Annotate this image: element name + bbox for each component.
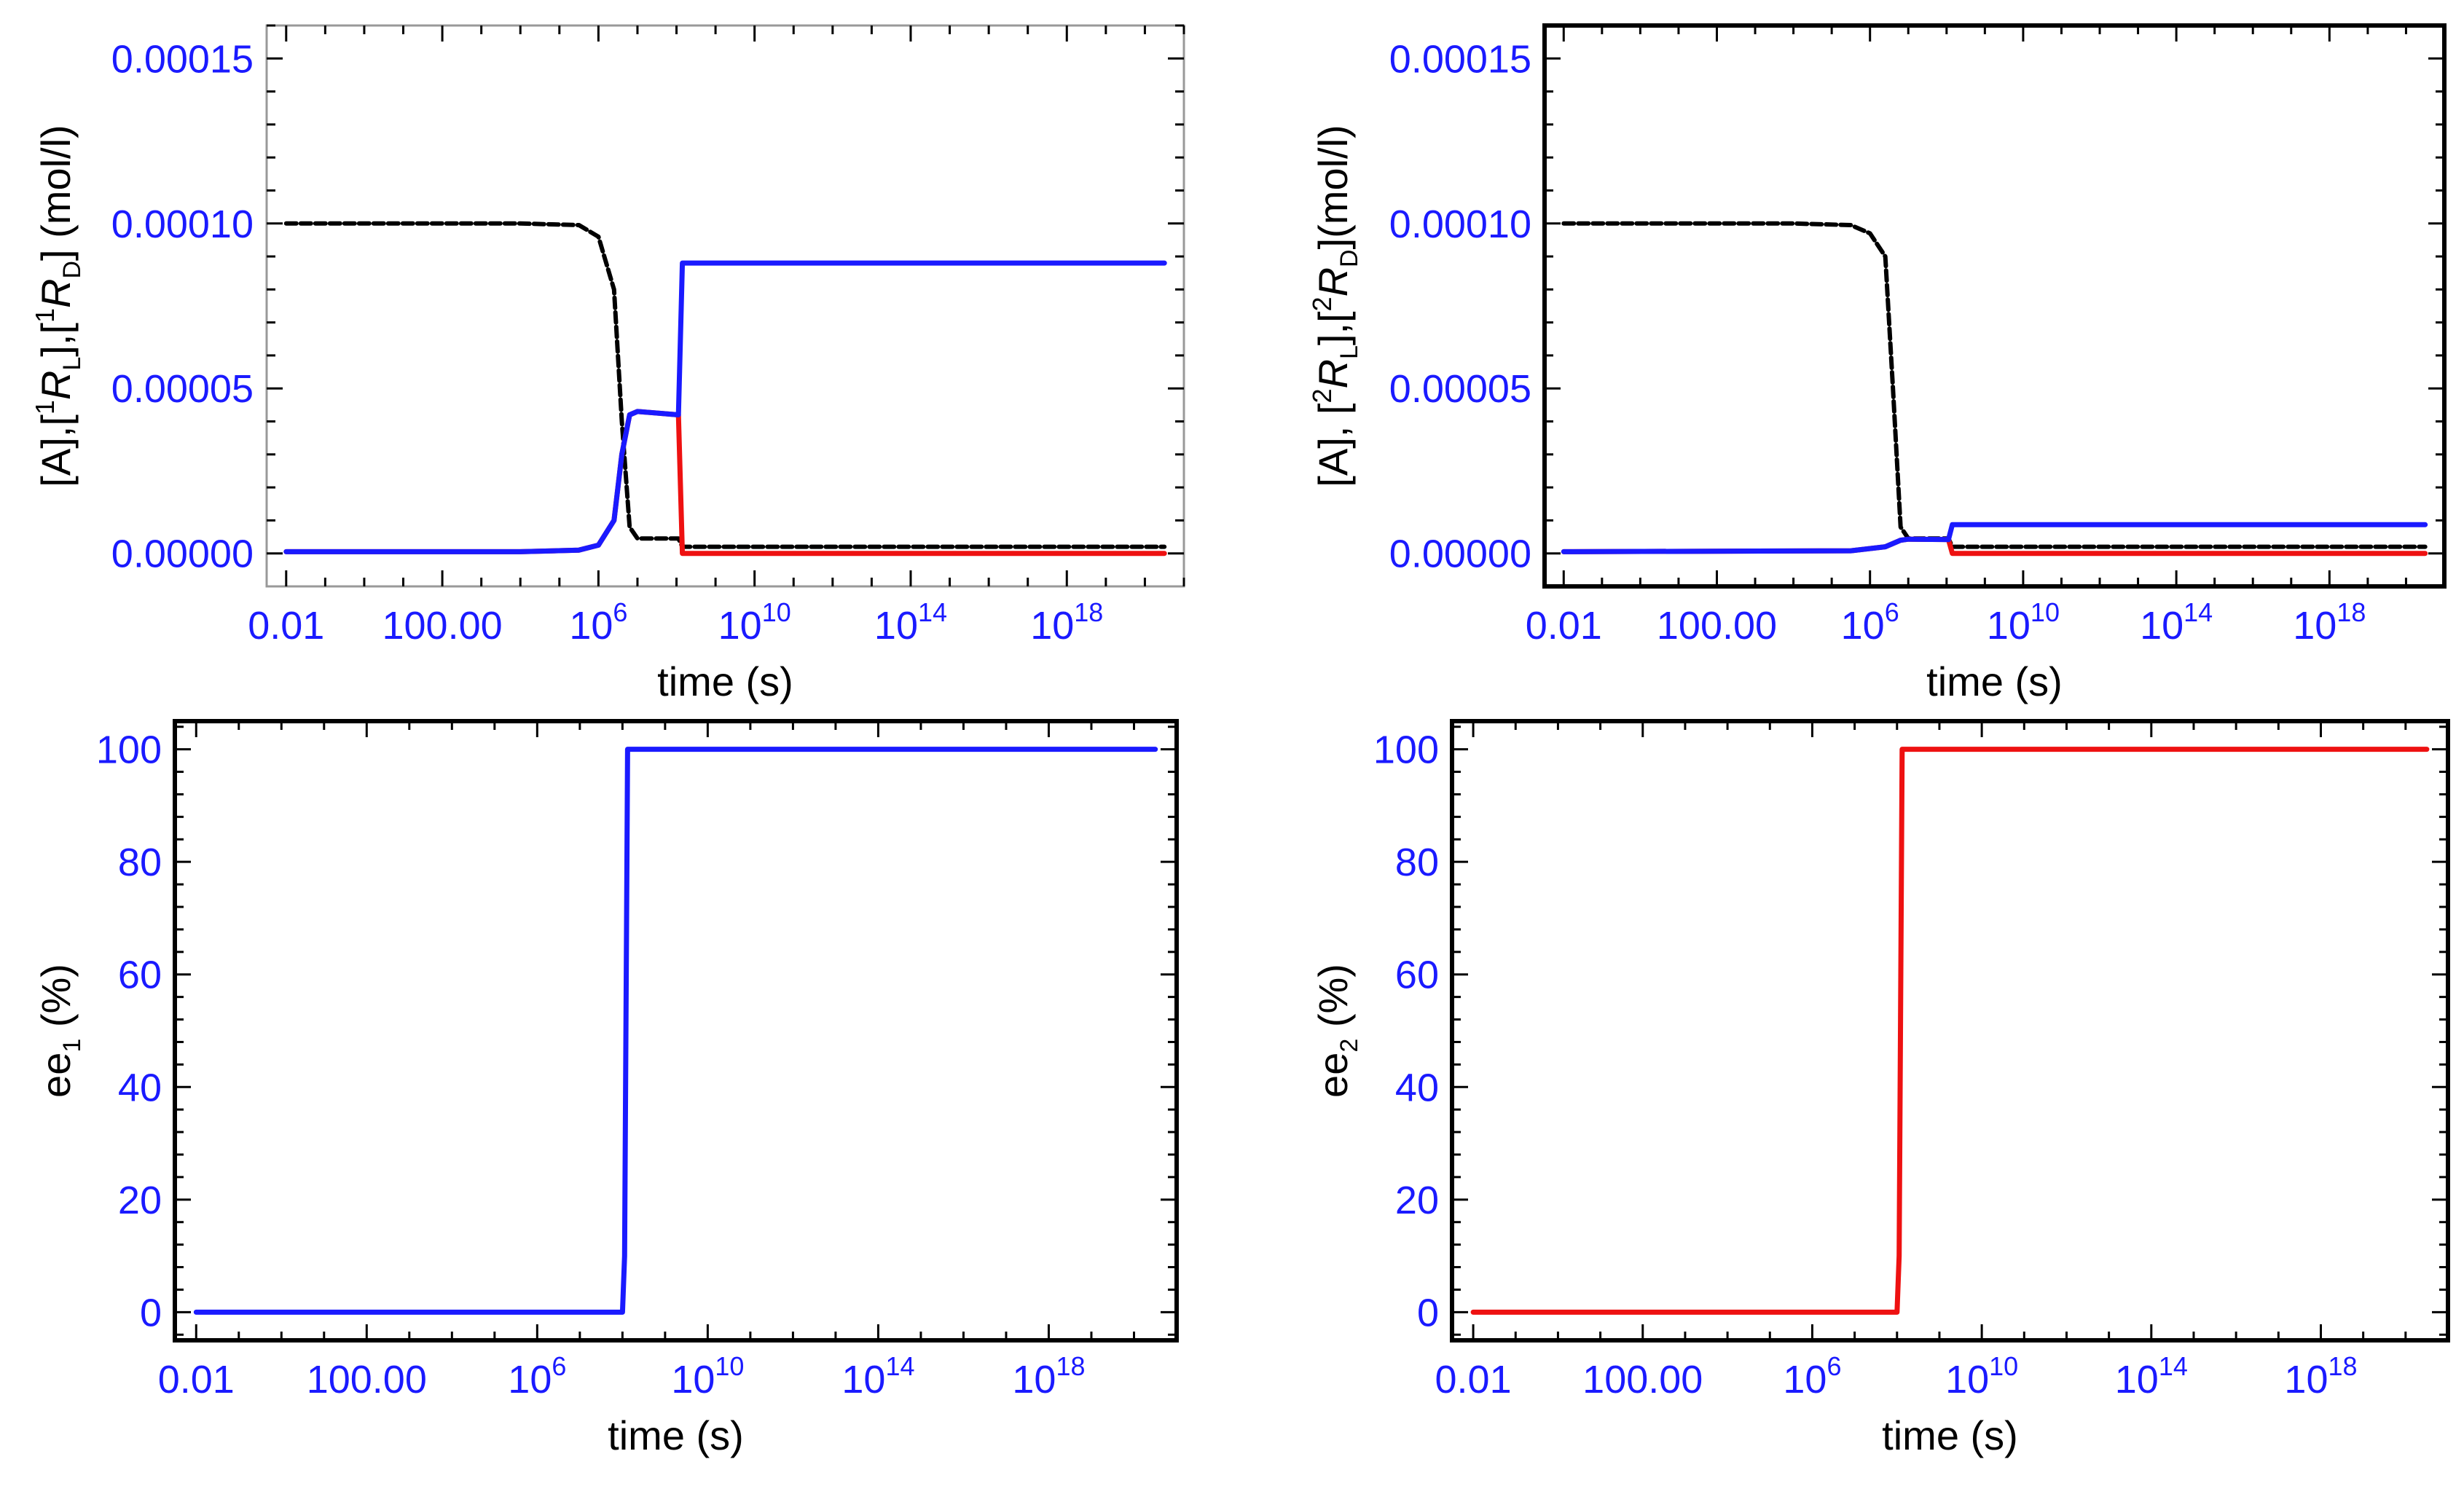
x-tick-label: 1014 (874, 597, 947, 648)
y-tick-label: 20 (118, 1179, 162, 1222)
y-axis-label: [A],[1RL],[1RD] (mol/l) (30, 125, 86, 487)
x-tick-label: 1014 (2140, 597, 2213, 648)
x-ticks (1562, 25, 2446, 586)
x-axis-label: time (s) (608, 1412, 744, 1458)
x-tick-label: 1018 (1030, 597, 1103, 648)
x-ticks (285, 25, 1185, 586)
plot-frame (1450, 719, 2450, 1342)
x-tick-label: 1010 (1987, 597, 2060, 648)
series-line-1rl (283, 409, 1167, 557)
series-line-ee1 (193, 747, 1158, 1315)
plot-frame (173, 719, 1179, 1342)
y-tick-label: 20 (1395, 1179, 1439, 1222)
series-line-a (1561, 221, 2428, 549)
y-axis-label: ee1 (%) (33, 964, 86, 1098)
x-ticks (195, 721, 1178, 1340)
y-tick-label: 0.00005 (111, 367, 254, 411)
y-axis-label: [A], [2RL],[2RD](mol/l) (1307, 125, 1363, 487)
plot-frame (1542, 23, 2447, 589)
x-tick-label: 0.01 (248, 604, 324, 648)
x-axis-label: time (s) (657, 659, 793, 704)
y-tick-label: 0 (1417, 1291, 1439, 1334)
y-tick-label: 0.00010 (111, 203, 254, 246)
y-tick-label: 40 (1395, 1066, 1439, 1109)
y-tick-label: 100 (1373, 728, 1439, 772)
series-line-a (283, 221, 1167, 549)
series-line-ee2 (1470, 747, 2430, 1315)
y-tick-label: 0.00000 (111, 532, 254, 576)
x-tick-label: 1018 (2284, 1351, 2357, 1402)
panel-bottom-left: 0.01 100.00 106 1010 1014 1018 time (s) 0 20 40 60… (33, 719, 1179, 1458)
y-axis-label: ee2 (%) (1310, 964, 1363, 1098)
x-tick-label: 106 (1783, 1351, 1841, 1402)
y-tick-label: 0.00000 (1389, 532, 1531, 576)
x-tick-label: 1010 (1945, 1351, 2018, 1402)
y-tick-label: 100 (96, 728, 162, 772)
y-ticks (175, 726, 1177, 1336)
y-tick-label: 60 (118, 954, 162, 997)
panel-bottom-right: 0.01 100.00 106 1010 1014 1018 time (s) 0 20 40 60… (1310, 719, 2450, 1458)
y-tick-label: 0 (140, 1291, 162, 1334)
x-axis-label: time (s) (1926, 659, 2063, 704)
x-tick-label: 100.00 (1657, 604, 1777, 648)
x-tick-label: 100.00 (382, 604, 502, 648)
x-tick-label: 1018 (1012, 1351, 1085, 1402)
x-tick-label: 0.01 (1526, 604, 1602, 648)
panel-top-left: 0.01 100.00 106 1010 1014 1018 time (s) 0.00000… (30, 24, 1185, 704)
y-ticks (1545, 24, 2444, 555)
y-ticks (267, 24, 1184, 555)
x-tick-label: 106 (508, 1351, 566, 1402)
y-tick-label: 0.00010 (1389, 203, 1531, 246)
x-tick-label: 100.00 (1582, 1358, 1703, 1402)
x-tick-label: 1014 (2115, 1351, 2188, 1402)
panel-top-right: 0.01 100.00 106 1010 1014 1018 time (s) 0.00000… (1307, 23, 2447, 704)
x-tick-label: 0.01 (158, 1358, 235, 1402)
x-tick-label: 106 (569, 597, 627, 648)
x-tick-label: 100.00 (307, 1358, 427, 1402)
y-tick-label: 0.00015 (1389, 37, 1531, 81)
x-tick-label: 1010 (718, 597, 791, 648)
x-tick-label: 106 (1841, 597, 1899, 648)
y-tick-label: 0.00015 (111, 37, 254, 81)
x-tick-label: 1014 (841, 1351, 914, 1402)
x-tick-label: 1010 (671, 1351, 744, 1402)
y-tick-label: 40 (118, 1066, 162, 1109)
x-axis-label: time (s) (1882, 1412, 2018, 1458)
y-tick-label: 80 (1395, 841, 1439, 884)
x-tick-label: 1018 (2293, 597, 2366, 648)
x-ticks (1472, 721, 2449, 1340)
series-line-1rd (283, 260, 1167, 554)
series-line-2rd (1561, 522, 2428, 554)
y-tick-label: 80 (118, 841, 162, 884)
y-tick-label: 60 (1395, 954, 1439, 997)
y-tick-label: 0.00005 (1389, 367, 1531, 411)
y-ticks (1452, 726, 2448, 1336)
x-tick-label: 0.01 (1435, 1358, 1512, 1402)
plot-frame (265, 24, 1185, 588)
